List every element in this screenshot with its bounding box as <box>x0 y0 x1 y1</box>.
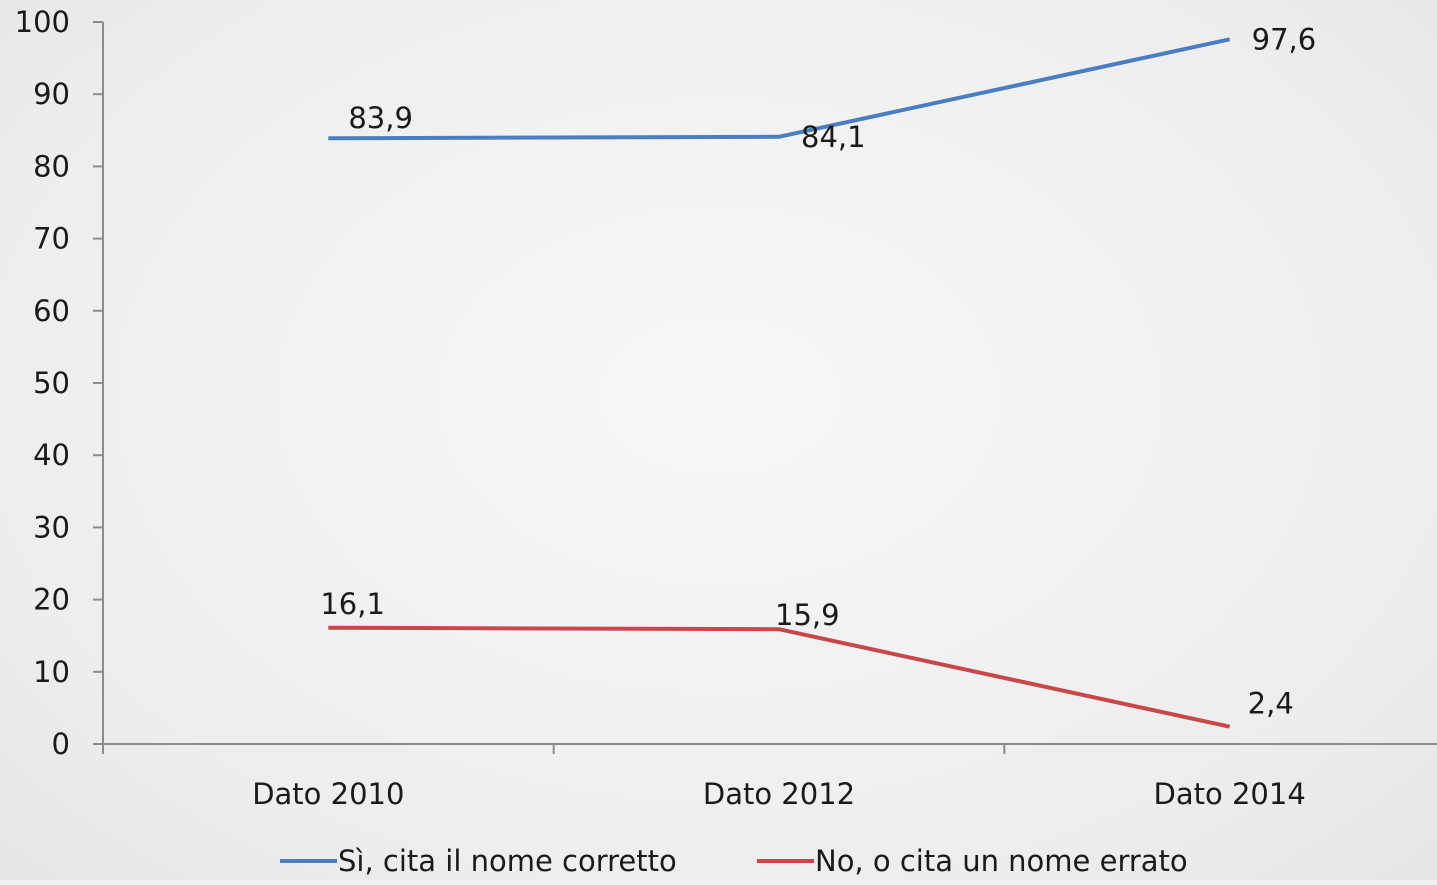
axes: 0 10 20 30 40 50 60 70 80 90 100 Dato 2010 Dato 2012… <box>15 5 1437 811</box>
x-tick-label: Dato 2010 <box>252 777 404 811</box>
data-label: 16,1 <box>320 587 385 621</box>
y-tick-label: 60 <box>33 294 70 328</box>
data-label: 15,9 <box>775 598 840 632</box>
y-tick-label: 70 <box>33 222 70 256</box>
legend-label: No, o cita un nome errato <box>815 844 1188 878</box>
y-tick-label: 100 <box>15 5 70 39</box>
x-tick-label: Dato 2014 <box>1154 777 1306 811</box>
y-tick-label: 20 <box>33 583 70 617</box>
data-label: 97,6 <box>1252 22 1317 56</box>
y-tick-label: 10 <box>33 655 70 689</box>
data-label: 84,1 <box>801 120 866 154</box>
data-label: 83,9 <box>348 101 413 135</box>
y-tick-label: 50 <box>33 366 70 400</box>
legend-label: Sì, cita il nome corretto <box>338 844 677 878</box>
y-tick-label: 90 <box>33 77 70 111</box>
series-line-2 <box>328 628 1229 727</box>
y-tick-label: 0 <box>52 727 70 761</box>
y-tick-label: 80 <box>33 149 70 183</box>
series-line-1 <box>328 39 1229 138</box>
x-tick-label: Dato 2012 <box>703 777 855 811</box>
data-label: 2,4 <box>1248 687 1294 721</box>
data-labels: 83,9 84,1 97,6 16,1 15,9 2,4 <box>320 22 1316 720</box>
legend: Sì, cita il nome corretto No, o cita un n… <box>280 844 1188 878</box>
y-tick-label: 40 <box>33 438 70 472</box>
y-tick-label: 30 <box>33 510 70 544</box>
